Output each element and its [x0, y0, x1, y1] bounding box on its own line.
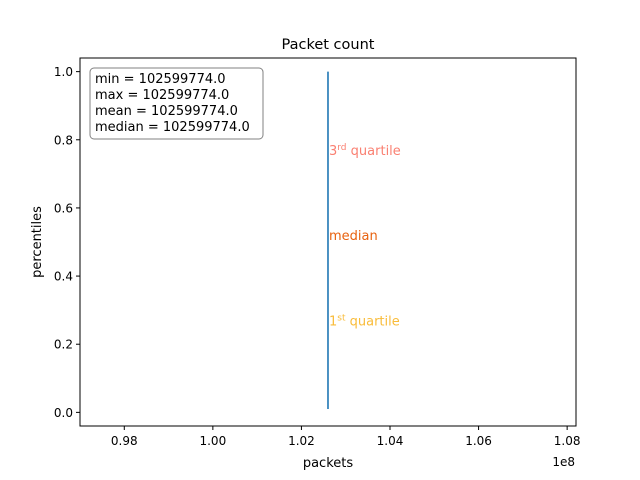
stats-min: min = 102599774.0	[95, 72, 226, 87]
y-tick-label: 0.6	[54, 201, 73, 215]
x-offset-label: 1e8	[552, 455, 575, 469]
y-tick-label: 0.2	[54, 338, 73, 352]
y-tick-label: 0.4	[54, 270, 73, 284]
x-tick-label: 1.08	[554, 434, 581, 448]
x-axis-label: packets	[303, 456, 354, 471]
x-tick-label: 0.98	[111, 434, 138, 448]
plot-marks: 3rd quartile median 1st quartile	[327, 71, 401, 409]
stats-box: min = 102599774.0 max = 102599774.0 mean…	[89, 67, 264, 140]
x-tick-label: 1.04	[377, 434, 404, 448]
axis-ticks: 0.98 1.00 1.02 1.04 1.06 1.08 0.0 0.2 0.4 0.6 0.8 1…	[54, 65, 581, 448]
stats-mean: mean = 102599774.0	[95, 104, 238, 119]
y-tick-label: 0.8	[54, 133, 73, 147]
annotation-label: median	[329, 229, 378, 244]
x-tick-label: 1.00	[199, 434, 226, 448]
chart-title: Packet count	[282, 37, 375, 53]
stats-median: median = 102599774.0	[95, 120, 250, 135]
stats-max: max = 102599774.0	[95, 88, 229, 103]
y-axis-label: percentiles	[30, 206, 45, 278]
y-tick-label: 0.0	[54, 406, 73, 420]
plot-frame	[79, 57, 577, 427]
x-tick-label: 1.06	[465, 434, 492, 448]
annotation-label: 1st quartile	[329, 313, 400, 329]
stats-box-frame	[89, 67, 264, 140]
y-tick-label: 1.0	[54, 65, 73, 79]
annotation-label: 3rd quartile	[329, 143, 401, 159]
x-tick-label: 1.02	[288, 434, 315, 448]
